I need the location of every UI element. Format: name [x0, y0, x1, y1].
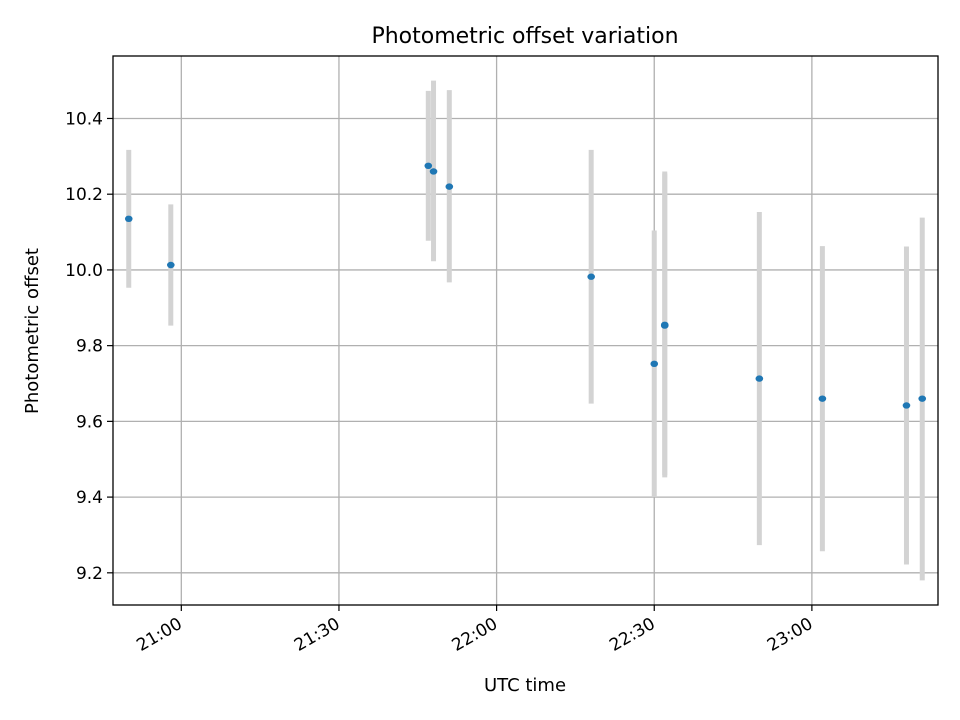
y-tick-label: 10.0	[65, 261, 103, 281]
data-point	[167, 261, 175, 269]
x-tick-label: 21:00	[133, 614, 185, 656]
data-point	[660, 321, 669, 329]
x-tick-label: 21:30	[291, 614, 343, 656]
data-point	[818, 395, 827, 402]
y-tick-label: 9.4	[76, 488, 103, 508]
x-axis-ticks: 21:00 21:30 22:00 22:30 23:00	[133, 605, 816, 656]
y-axis-ticks: 9.2 9.4 9.6 9.8 10.0 10.2 10.4	[65, 109, 113, 584]
x-axis-label: UTC time	[484, 675, 566, 696]
y-axis-label: Photometric offset	[22, 248, 43, 414]
data-points	[124, 162, 927, 409]
data-point	[650, 360, 659, 368]
data-point	[918, 395, 927, 402]
chart-title: Photometric offset variation	[371, 24, 678, 49]
y-tick-label: 10.4	[65, 109, 103, 129]
data-point	[445, 183, 454, 190]
x-tick-label: 23:00	[764, 614, 816, 656]
data-point	[124, 215, 133, 223]
x-tick-label: 22:30	[606, 614, 658, 656]
data-point	[429, 168, 438, 175]
data-point	[587, 273, 595, 280]
grid	[113, 56, 938, 605]
data-point	[755, 375, 764, 382]
y-tick-label: 9.8	[76, 337, 103, 357]
error-bars	[126, 80, 925, 581]
x-tick-label: 22:00	[449, 614, 501, 656]
y-tick-label: 9.6	[76, 412, 103, 432]
data-point	[424, 162, 433, 169]
y-tick-label: 9.2	[76, 564, 103, 584]
plot-area-frame	[112, 55, 939, 606]
data-point	[902, 402, 911, 409]
y-tick-label: 10.2	[65, 185, 103, 205]
